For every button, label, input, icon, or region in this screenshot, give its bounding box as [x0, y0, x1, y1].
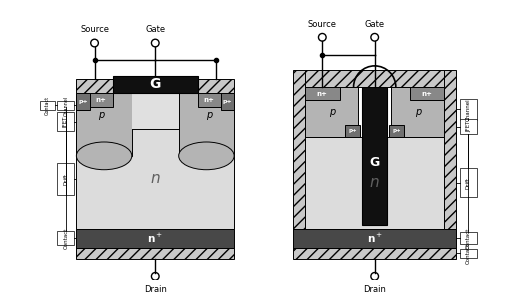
- Ellipse shape: [76, 142, 132, 170]
- Text: p: p: [414, 107, 421, 117]
- Bar: [293, 248, 456, 259]
- Text: Contact: Contact: [45, 96, 50, 115]
- Bar: [460, 168, 477, 197]
- Bar: [198, 93, 221, 107]
- Bar: [90, 93, 113, 107]
- Bar: [389, 125, 405, 137]
- Bar: [76, 93, 90, 110]
- Text: Contact: Contact: [63, 227, 68, 249]
- Bar: [57, 163, 75, 195]
- Bar: [460, 248, 477, 258]
- Bar: [460, 119, 477, 134]
- Bar: [460, 99, 477, 120]
- Text: p+: p+: [349, 129, 357, 134]
- Text: n$^+$: n$^+$: [147, 231, 163, 245]
- Bar: [76, 79, 113, 93]
- Bar: [444, 70, 456, 229]
- Bar: [460, 232, 477, 244]
- Text: n$^+$: n$^+$: [367, 231, 383, 245]
- Bar: [198, 79, 234, 93]
- Text: Drain: Drain: [363, 285, 386, 293]
- Text: G: G: [150, 77, 161, 91]
- Bar: [305, 137, 444, 229]
- Bar: [76, 248, 234, 259]
- Bar: [57, 231, 75, 245]
- Bar: [305, 70, 444, 87]
- Bar: [293, 229, 456, 248]
- Bar: [113, 76, 198, 93]
- Text: Drift: Drift: [466, 177, 471, 189]
- Bar: [345, 125, 361, 137]
- Bar: [293, 70, 305, 229]
- Text: Channel: Channel: [63, 96, 68, 115]
- Bar: [391, 87, 444, 137]
- Text: JFET: JFET: [63, 116, 68, 127]
- Text: p: p: [206, 110, 212, 120]
- Text: p: p: [98, 110, 105, 120]
- Text: Gate: Gate: [145, 25, 165, 34]
- Bar: [179, 93, 234, 156]
- Bar: [57, 101, 75, 110]
- Text: n: n: [370, 175, 380, 190]
- Text: Drain: Drain: [144, 285, 167, 293]
- Bar: [221, 93, 234, 110]
- Text: Channel: Channel: [466, 98, 471, 121]
- Text: n+: n+: [96, 97, 107, 103]
- Bar: [76, 93, 132, 156]
- Bar: [76, 129, 234, 229]
- Text: n: n: [150, 171, 160, 186]
- Ellipse shape: [179, 142, 234, 170]
- Text: JFET: JFET: [466, 121, 471, 132]
- Bar: [305, 87, 358, 137]
- Text: Drift: Drift: [63, 173, 68, 185]
- Text: n+: n+: [422, 91, 433, 97]
- Text: Source: Source: [308, 20, 337, 29]
- Text: Contact: Contact: [466, 227, 471, 249]
- Bar: [305, 87, 340, 100]
- Text: p+: p+: [223, 99, 232, 104]
- Text: Gate: Gate: [365, 20, 385, 29]
- Bar: [410, 87, 444, 100]
- Text: n+: n+: [204, 97, 215, 103]
- Text: Contact: Contact: [466, 243, 471, 264]
- Text: p+: p+: [78, 99, 88, 104]
- Text: G: G: [369, 156, 380, 169]
- Text: n+: n+: [317, 91, 328, 97]
- Text: p: p: [328, 107, 335, 117]
- Bar: [57, 112, 75, 131]
- Text: p+: p+: [392, 129, 401, 134]
- Bar: [40, 101, 55, 110]
- Bar: [76, 229, 234, 248]
- Bar: [132, 93, 179, 129]
- Bar: [362, 87, 387, 225]
- Text: Source: Source: [80, 25, 109, 34]
